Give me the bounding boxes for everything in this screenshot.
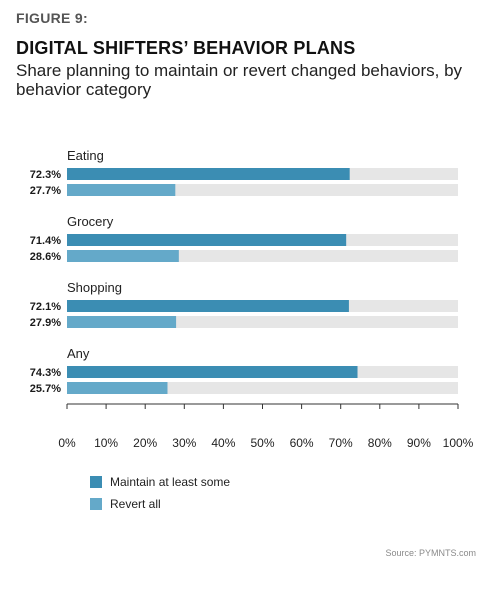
legend-label-maintain: Maintain at least some bbox=[110, 475, 231, 489]
data-label-any-maintain: 74.3% bbox=[30, 367, 61, 379]
data-label-eating-revert: 27.7% bbox=[30, 185, 61, 197]
x-tick-label-0: 0% bbox=[58, 436, 76, 450]
category-label-any: Any bbox=[67, 346, 90, 361]
x-tick-label-7: 70% bbox=[329, 436, 353, 450]
x-tick-label-4: 40% bbox=[211, 436, 235, 450]
source-note: Source: PYMNTS.com bbox=[385, 548, 476, 558]
x-tick-label-5: 50% bbox=[250, 436, 274, 450]
x-tick-label-6: 60% bbox=[290, 436, 314, 450]
legend-swatch-maintain bbox=[90, 476, 102, 488]
figure-label: FIGURE 9: bbox=[16, 10, 88, 26]
bar-grocery-revert bbox=[67, 250, 179, 262]
x-tick-label-8: 80% bbox=[368, 436, 392, 450]
data-label-grocery-maintain: 71.4% bbox=[30, 235, 61, 247]
legend-item-maintain: Maintain at least some bbox=[90, 474, 230, 490]
category-label-shopping: Shopping bbox=[67, 280, 122, 295]
data-label-any-revert: 25.7% bbox=[30, 383, 61, 395]
bar-eating-revert bbox=[67, 184, 176, 196]
x-tick-label-2: 20% bbox=[133, 436, 157, 450]
legend-item-revert: Revert all bbox=[90, 496, 230, 512]
bar-shopping-maintain bbox=[67, 300, 349, 312]
bar-any-maintain bbox=[67, 366, 358, 378]
legend-swatch-revert bbox=[90, 498, 102, 510]
category-label-eating: Eating bbox=[67, 148, 104, 163]
bar-shopping-revert bbox=[67, 316, 177, 328]
chart-legend: Maintain at least some Revert all bbox=[90, 474, 230, 518]
bar-eating-maintain bbox=[67, 168, 350, 180]
chart-subtitle: Share planning to maintain or revert cha… bbox=[16, 61, 463, 99]
data-label-grocery-revert: 28.6% bbox=[30, 251, 61, 263]
data-label-shopping-maintain: 72.1% bbox=[30, 301, 61, 313]
x-tick-label-1: 10% bbox=[94, 436, 118, 450]
data-label-eating-maintain: 72.3% bbox=[30, 169, 61, 181]
category-label-grocery: Grocery bbox=[67, 214, 114, 229]
x-tick-label-9: 90% bbox=[407, 436, 431, 450]
chart-title: DIGITAL SHIFTERS’ BEHAVIOR PLANS bbox=[16, 38, 356, 58]
bar-grocery-maintain bbox=[67, 234, 347, 246]
bar-any-revert bbox=[67, 382, 168, 394]
legend-label-revert: Revert all bbox=[110, 497, 161, 511]
bar-chart: Eating 72.3% 27.7% Grocery 71.4% 28.6% Shoppin… bbox=[30, 148, 474, 450]
x-tick-label-3: 30% bbox=[172, 436, 196, 450]
data-label-shopping-revert: 27.9% bbox=[30, 317, 61, 329]
x-tick-label-10: 100% bbox=[443, 436, 474, 450]
